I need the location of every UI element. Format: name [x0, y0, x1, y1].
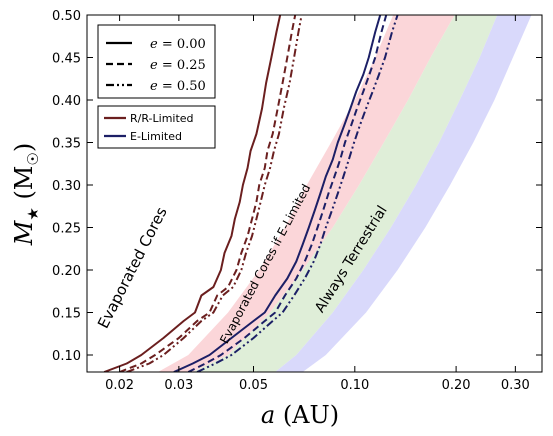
x-tick-label: 0.30: [501, 378, 530, 393]
y-tick-label: 0.20: [52, 264, 81, 279]
band-1: [192, 15, 498, 372]
series-line-e-limited-e0.00: [173, 15, 382, 372]
annotation-0: Evaporated Cores: [94, 204, 171, 331]
legend-label-style: e = 0.25: [150, 58, 206, 73]
series-line-r-r-limited-e0.00: [103, 15, 282, 372]
legend-label-model: E-Limited: [130, 130, 182, 143]
x-tick-label: 0.02: [105, 378, 134, 393]
legend-label-style: e = 0.00: [150, 37, 206, 52]
legend-label-model: R/R-Limited: [130, 112, 194, 125]
x-tick-label: 0.05: [239, 378, 268, 393]
x-axis: 0.02 0.03 0.05 0.10 0.20 0.30: [105, 15, 530, 393]
y-tick-label: 0.35: [52, 137, 81, 152]
y-tick-label: 0.15: [52, 307, 81, 322]
x-axis-label: a (AU): [261, 401, 339, 429]
y-tick-label: 0.10: [52, 349, 81, 364]
series-line-r-r-limited-e0.50: [126, 15, 303, 372]
legend: e = 0.00 e = 0.25 e = 0.50 R/R-Limited E-Lim…: [97, 24, 216, 149]
series-line-e-limited-e0.25: [187, 15, 388, 372]
plot-frame: [86, 14, 543, 373]
curves-layer: [103, 15, 399, 372]
legend-label-style: e = 0.50: [150, 79, 206, 94]
legend-box-models: [97, 105, 216, 149]
y-tick-label: 0.40: [52, 94, 81, 109]
x-tick-label: 0.10: [340, 378, 369, 393]
y-tick-label: 0.45: [52, 52, 81, 67]
y-tick-label: 0.30: [52, 179, 81, 194]
y-tick-label: 0.25: [52, 222, 81, 237]
series-line-r-r-limited-e0.25: [119, 15, 297, 372]
y-axis-label: M★ (M☉): [10, 143, 42, 246]
y-tick-label: 0.50: [52, 9, 81, 24]
x-tick-label: 0.03: [164, 378, 193, 393]
y-axis: 0.10 0.15 0.20 0.25 0.30 0.35 0.40 0.45 0.50: [52, 9, 542, 364]
bands-layer: [157, 15, 532, 372]
x-tick-label: 0.20: [442, 378, 471, 393]
band-0: [157, 15, 455, 372]
band-2: [275, 15, 532, 372]
